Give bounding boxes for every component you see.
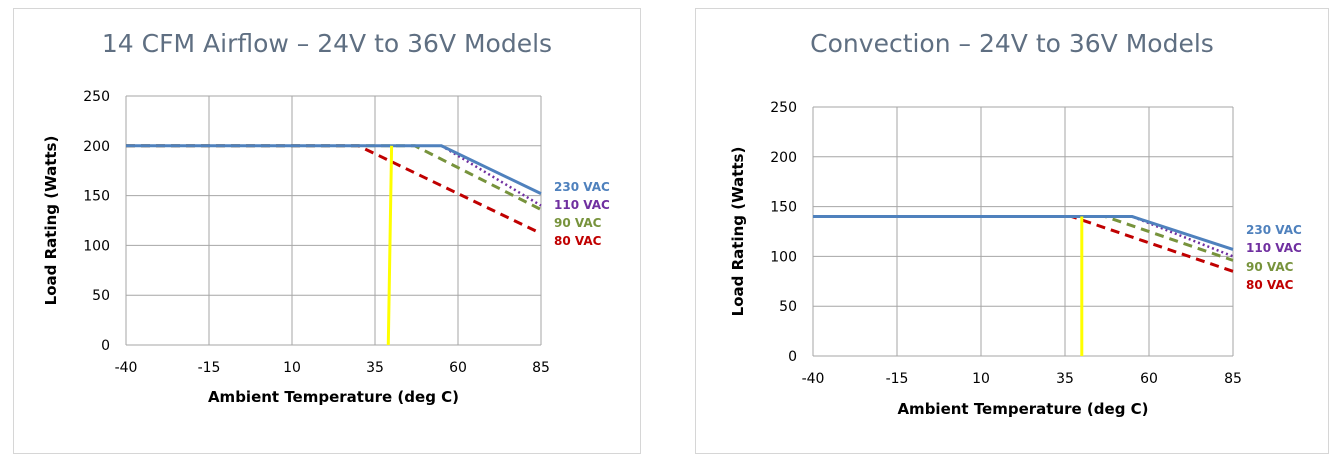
- chart-title: Convection – 24V to 36V Models: [810, 29, 1214, 58]
- y-tick-label: 100: [770, 249, 797, 265]
- y-tick-label: 50: [779, 299, 797, 315]
- series-label: 90 VAC: [1246, 260, 1294, 274]
- y-axis-title: Load Rating (Watts): [729, 147, 747, 317]
- series-line: [813, 215, 1234, 273]
- chart-svg-airflow: -40 -15 10 35 60 85 0 50 100 150 200 250 Ambient Tem…: [42, 89, 610, 406]
- chart-panel-convection: Convection – 24V to 36V Models -40 -15 10 3…: [695, 8, 1329, 454]
- x-tick-label: 10: [283, 360, 301, 376]
- chart-svg-convection: -40 -15 10 35 60 85 0 50 100 150 200 250 Ambient Tem…: [729, 100, 1302, 418]
- x-tick-label: -15: [886, 371, 909, 387]
- y-tick-label: 150: [83, 189, 110, 205]
- x-tick-label: 60: [1140, 371, 1158, 387]
- series-line: [813, 215, 1234, 262]
- x-axis-title: Ambient Temperature (deg C): [208, 388, 459, 406]
- x-axis-title: Ambient Temperature (deg C): [897, 400, 1148, 418]
- y-tick-label: 0: [101, 338, 110, 354]
- series-label: 90 VAC: [554, 216, 602, 230]
- x-tick-label: 85: [1224, 371, 1242, 387]
- x-tick-label: 60: [449, 360, 467, 376]
- y-tick-label: 50: [92, 288, 110, 304]
- y-tick-label: 0: [788, 349, 797, 365]
- x-tick-label: 35: [1056, 371, 1074, 387]
- series-label: 230 VAC: [1246, 223, 1302, 237]
- series-line: [126, 144, 542, 235]
- y-tick-label: 250: [770, 100, 797, 116]
- y-tick-label: 200: [83, 139, 110, 155]
- series-line: [126, 144, 542, 207]
- series-line: [126, 144, 542, 211]
- y-tick-label: 200: [770, 150, 797, 166]
- x-tick-label: 10: [972, 371, 990, 387]
- series-line: [126, 144, 542, 195]
- marker-line: [386, 145, 394, 346]
- y-axis-title: Load Rating (Watts): [42, 136, 60, 306]
- series-label: 80 VAC: [1246, 278, 1294, 292]
- x-tick-label: -40: [802, 371, 825, 387]
- x-tick-label: 35: [366, 360, 384, 376]
- chart-title: 14 CFM Airflow – 24V to 36V Models: [101, 29, 553, 58]
- series-line: [813, 215, 1234, 251]
- x-tick-label: -40: [115, 360, 138, 376]
- chart-panel-airflow: 14 CFM Airflow – 24V to 36V Models -40 -1…: [13, 8, 641, 454]
- y-tick-label: 150: [770, 200, 797, 216]
- y-tick-label: 250: [83, 89, 110, 105]
- x-tick-label: 85: [532, 360, 550, 376]
- x-tick-label: -15: [198, 360, 221, 376]
- y-tick-label: 100: [83, 238, 110, 254]
- series-label: 80 VAC: [554, 234, 602, 248]
- series-label: 230 VAC: [554, 180, 610, 194]
- series-label: 110 VAC: [1246, 241, 1302, 255]
- series-label: 110 VAC: [554, 198, 610, 212]
